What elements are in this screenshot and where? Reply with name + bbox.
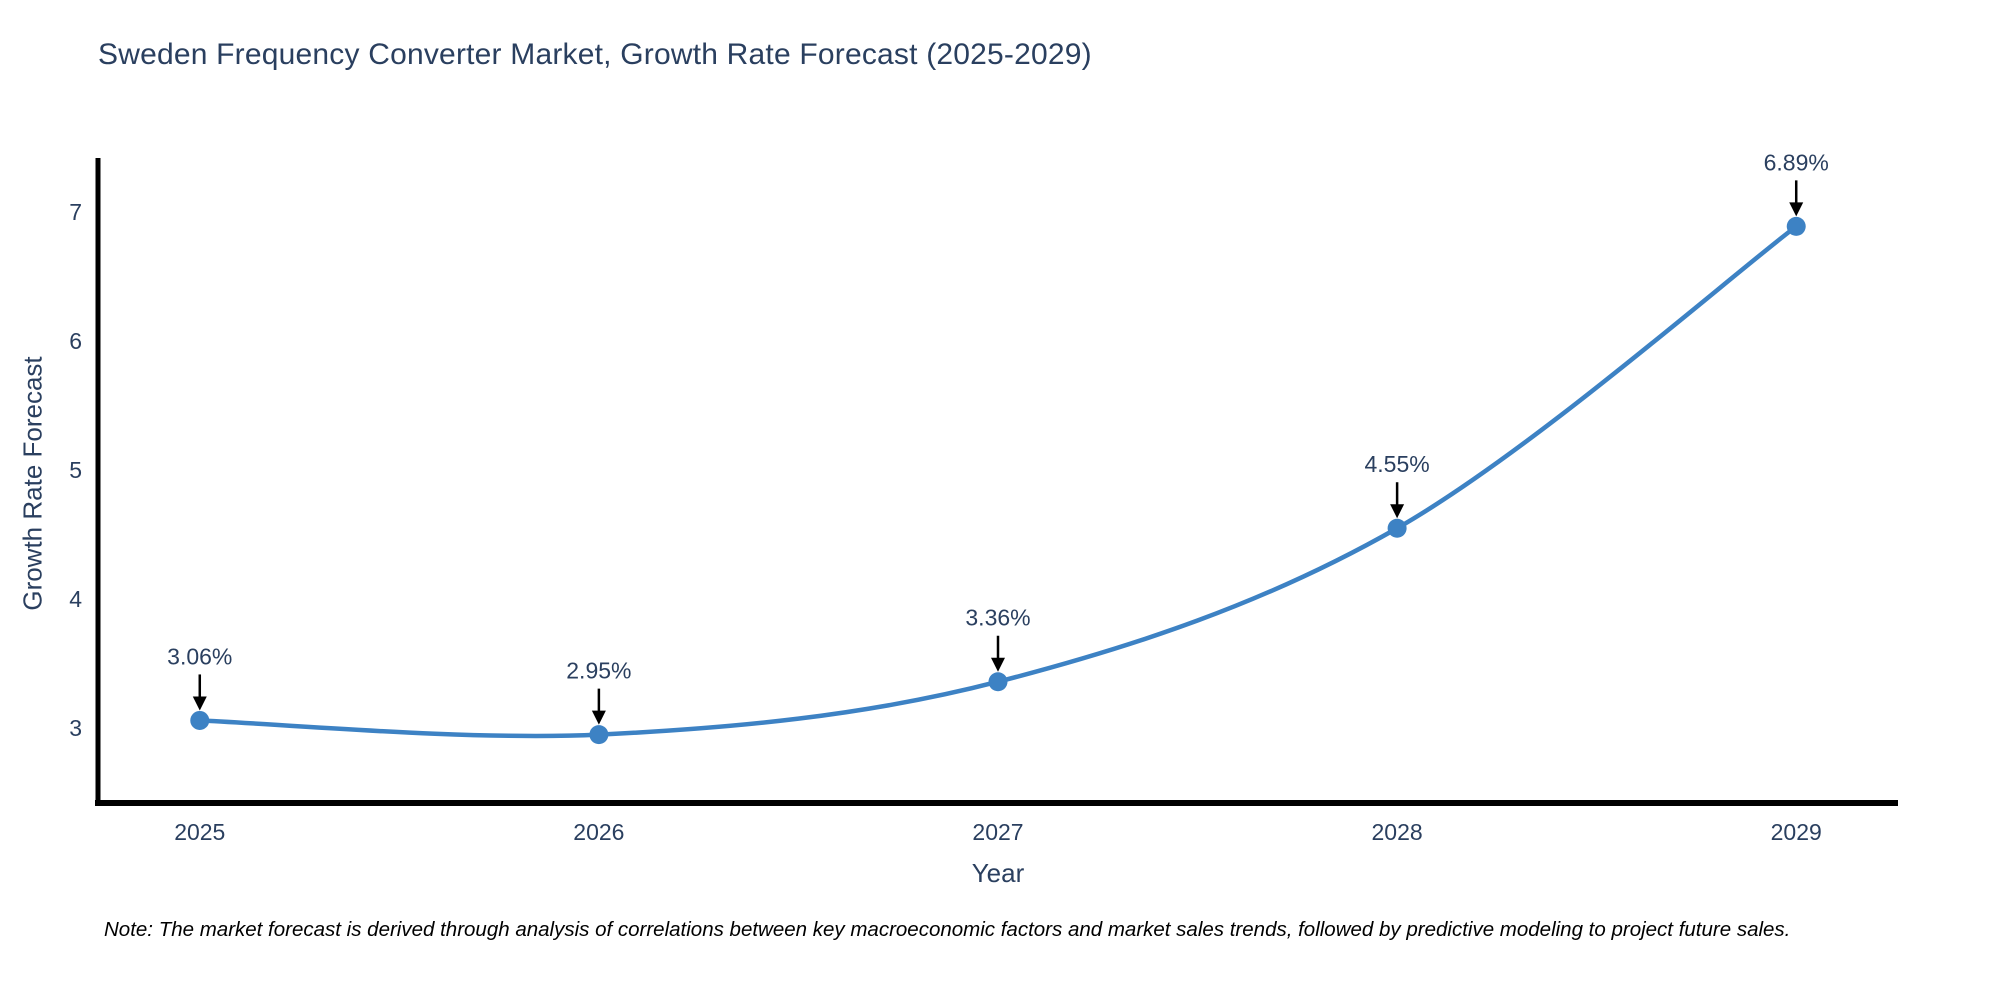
y-tick-label: 7 (69, 199, 82, 225)
y-tick-label: 6 (69, 328, 82, 354)
data-point-marker (589, 725, 609, 745)
chart-title: Sweden Frequency Converter Market, Growt… (98, 38, 1092, 71)
annotation-label: 3.36% (965, 605, 1030, 631)
footnote: Note: The market forecast is derived thr… (104, 918, 1791, 941)
data-point-marker (988, 672, 1008, 692)
annotation-arrowhead (192, 696, 207, 711)
y-tick-label: 4 (69, 586, 82, 612)
annotation-label: 6.89% (1764, 149, 1829, 175)
annotation-arrowhead (1789, 202, 1804, 217)
x-tick-label: 2026 (573, 819, 624, 845)
x-tick-label: 2028 (1372, 819, 1423, 845)
annotation-label: 2.95% (566, 658, 631, 684)
data-point-marker (190, 710, 210, 730)
annotation-label: 4.55% (1365, 451, 1430, 477)
x-axis-title: Year (971, 858, 1025, 888)
data-point-marker (1786, 216, 1806, 236)
data-point-marker (1387, 518, 1407, 538)
annotation-arrowhead (991, 657, 1005, 672)
x-tick-label: 2025 (174, 819, 225, 845)
annotation-arrowhead (1390, 504, 1405, 519)
annotation-label: 3.06% (167, 643, 232, 669)
y-tick-label: 3 (69, 715, 82, 741)
y-tick-label: 5 (69, 457, 82, 483)
x-tick-label: 2027 (972, 819, 1023, 845)
annotation-arrowhead (591, 710, 606, 725)
x-tick-label: 2029 (1771, 819, 1822, 845)
